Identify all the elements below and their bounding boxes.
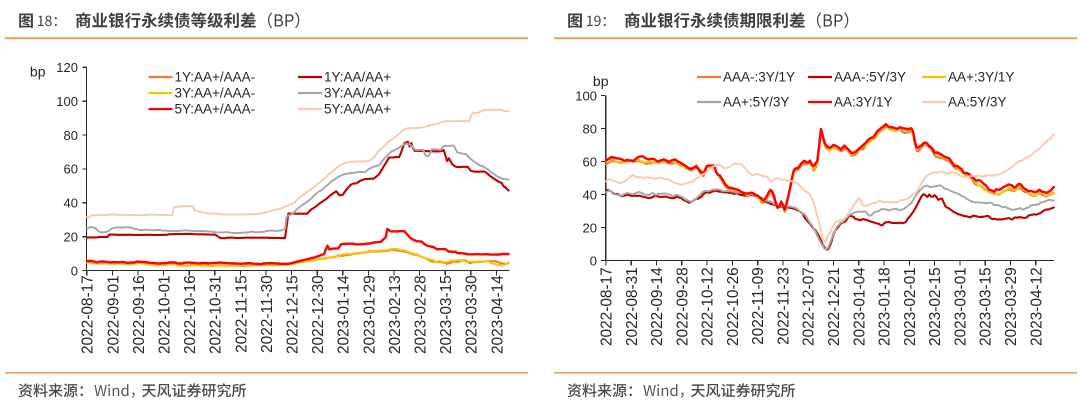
svg-text:AAA-:3Y/1Y: AAA-:3Y/1Y	[723, 70, 795, 85]
svg-text:20: 20	[583, 220, 597, 235]
svg-text:2022-09-28: 2022-09-28	[674, 267, 691, 346]
svg-text:2022-11-23: 2022-11-23	[776, 267, 793, 345]
svg-text:AAA-:5Y/3Y: AAA-:5Y/3Y	[834, 70, 906, 85]
svg-text:2022-12-30: 2022-12-30	[310, 275, 327, 354]
svg-text:2023-04-14: 2023-04-14	[489, 275, 506, 354]
svg-text:2023-03-15: 2023-03-15	[438, 275, 455, 354]
svg-text:2023-03-30: 2023-03-30	[464, 275, 481, 354]
svg-text:2023-01-14: 2023-01-14	[336, 275, 353, 354]
svg-text:bp: bp	[593, 73, 609, 89]
svg-text:bp: bp	[30, 64, 46, 80]
svg-text:2022-08-17: 2022-08-17	[599, 267, 616, 346]
svg-text:60: 60	[64, 162, 78, 177]
svg-text:AA:3Y/1Y: AA:3Y/1Y	[834, 95, 893, 110]
svg-text:80: 80	[583, 121, 597, 136]
svg-text:80: 80	[64, 128, 78, 143]
svg-text:0: 0	[590, 253, 597, 268]
svg-text:2022-10-16: 2022-10-16	[182, 275, 199, 354]
svg-text:AA+:3Y/1Y: AA+:3Y/1Y	[948, 70, 1014, 85]
svg-text:20: 20	[64, 229, 78, 244]
svg-text:2023-03-29: 2023-03-29	[1003, 267, 1020, 346]
svg-text:2023-03-01: 2023-03-01	[952, 267, 969, 346]
svg-text:2023-02-13: 2023-02-13	[387, 275, 404, 354]
svg-text:2023-02-15: 2023-02-15	[927, 267, 944, 346]
svg-text:1Y:AA+/AAA-: 1Y:AA+/AAA-	[175, 70, 256, 85]
svg-text:2022-10-26: 2022-10-26	[725, 267, 742, 346]
svg-text:2022-11-09: 2022-11-09	[750, 267, 767, 345]
svg-text:2022-08-17: 2022-08-17	[80, 275, 97, 354]
svg-text:2022-12-15: 2022-12-15	[285, 275, 302, 354]
svg-text:40: 40	[583, 187, 597, 202]
svg-text:2023-01-18: 2023-01-18	[877, 267, 894, 346]
svg-text:0: 0	[71, 263, 78, 278]
svg-text:2022-10-31: 2022-10-31	[208, 275, 225, 354]
svg-text:2022-08-31: 2022-08-31	[624, 267, 641, 346]
svg-text:2023-03-15: 2023-03-15	[978, 267, 995, 346]
svg-text:2022-11-30: 2022-11-30	[259, 275, 276, 353]
svg-text:2022-12-07: 2022-12-07	[801, 267, 818, 346]
svg-text:2022-09-01: 2022-09-01	[105, 275, 122, 354]
svg-text:AA+:5Y/3Y: AA+:5Y/3Y	[723, 95, 789, 110]
svg-text:2022-10-01: 2022-10-01	[157, 275, 174, 354]
svg-text:2022-12-21: 2022-12-21	[826, 267, 843, 346]
svg-text:40: 40	[64, 196, 78, 211]
svg-text:100: 100	[56, 94, 78, 109]
svg-text:2022-09-16: 2022-09-16	[131, 275, 148, 354]
svg-text:2022-09-14: 2022-09-14	[649, 267, 666, 346]
svg-text:2023-02-28: 2023-02-28	[413, 275, 430, 354]
svg-text:5Y:AA+/AAA-: 5Y:AA+/AAA-	[175, 102, 256, 117]
svg-text:60: 60	[583, 154, 597, 169]
svg-text:5Y:AA/AA+: 5Y:AA/AA+	[324, 102, 391, 117]
svg-text:1Y:AA/AA+: 1Y:AA/AA+	[324, 70, 391, 85]
svg-text:120: 120	[56, 60, 78, 75]
svg-text:100: 100	[575, 88, 597, 103]
svg-text:2023-01-04: 2023-01-04	[851, 267, 868, 346]
svg-text:2023-02-01: 2023-02-01	[902, 267, 919, 346]
svg-text:3Y:AA+/AAA-: 3Y:AA+/AAA-	[175, 86, 256, 101]
svg-text:3Y:AA/AA+: 3Y:AA/AA+	[324, 86, 391, 101]
svg-text:2023-04-12: 2023-04-12	[1028, 267, 1045, 346]
svg-text:2023-01-29: 2023-01-29	[361, 275, 378, 354]
svg-text:AA:5Y/3Y: AA:5Y/3Y	[948, 95, 1007, 110]
svg-text:2022-10-12: 2022-10-12	[700, 267, 717, 346]
svg-text:2022-11-15: 2022-11-15	[233, 275, 250, 353]
